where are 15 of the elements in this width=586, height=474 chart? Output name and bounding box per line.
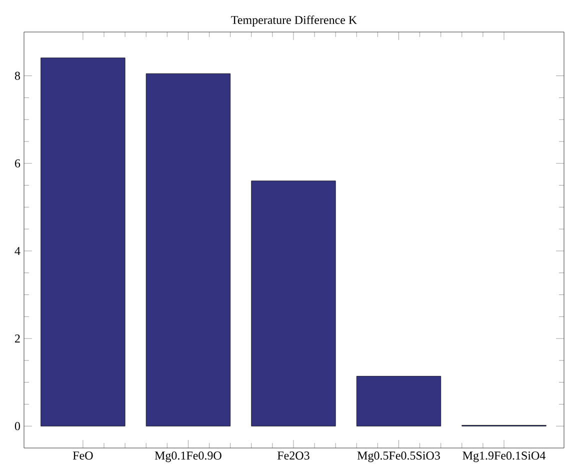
bar bbox=[251, 180, 336, 426]
x-tick-label: Mg1.9Fe0.1SiO4 bbox=[462, 452, 546, 462]
y-tick-label: 2 bbox=[15, 334, 20, 342]
bar bbox=[356, 376, 442, 426]
y-tick-label: 6 bbox=[14, 159, 20, 168]
y-tick-label: 4 bbox=[14, 246, 20, 255]
x-tick-label: FeO bbox=[72, 452, 93, 460]
chart-title: Temperature Difference K bbox=[231, 15, 358, 26]
x-tick-label: Mg0.5Fe0.5SiO3 bbox=[357, 452, 440, 462]
y-tick-label: 0 bbox=[14, 422, 20, 430]
bar bbox=[146, 73, 231, 426]
x-tick-label: Fe2O3 bbox=[277, 452, 310, 460]
bar bbox=[40, 58, 126, 426]
x-tick-label: Mg0.1Fe0.9O bbox=[154, 452, 222, 462]
y-tick-label: 8 bbox=[14, 72, 20, 80]
